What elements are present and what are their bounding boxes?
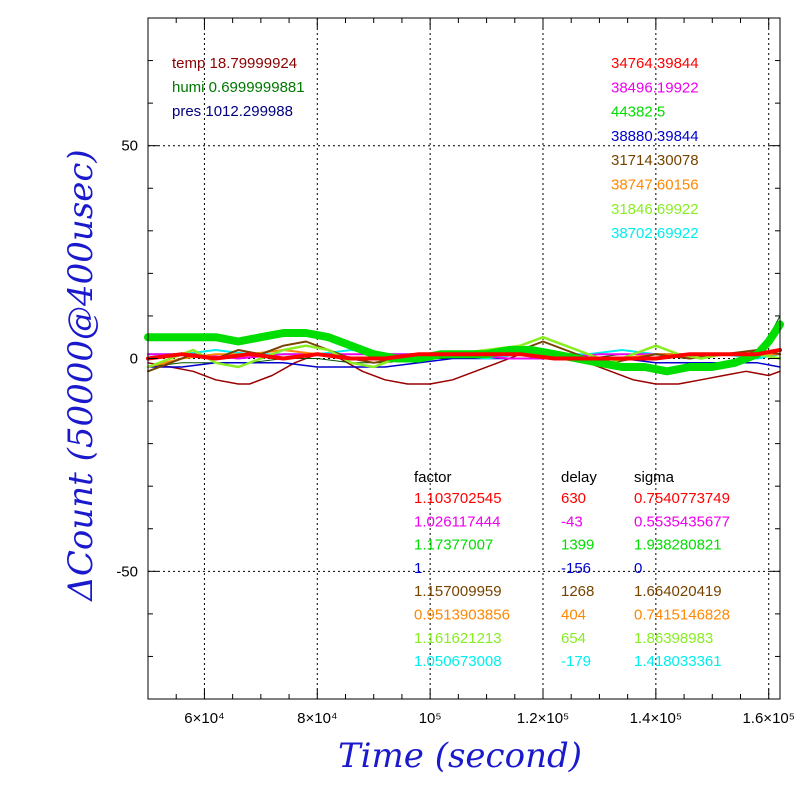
y-tick-label-2: -50 <box>116 563 138 580</box>
env-legend-item-0: temp 18.79999924 <box>172 55 297 72</box>
temp-curve <box>147 349 781 385</box>
series-line-3 <box>147 357 781 368</box>
table-delay-3: -156 <box>561 560 591 577</box>
env-legend: temp 18.79999924 humi 0.6999999881 pres 10… <box>172 55 305 120</box>
table-sigma-2: 1.938280821 <box>634 537 722 554</box>
table-delay-4: 1268 <box>561 583 594 600</box>
x-tick-label-2: 10⁵ <box>419 710 442 727</box>
table-factor-1: 1.026117444 <box>414 513 500 530</box>
table-sigma-4: 1.664020419 <box>634 583 722 600</box>
table-delay-0: 630 <box>561 490 586 507</box>
env-legend-item-2: pres 1012.299988 <box>172 103 293 120</box>
y-tick-label-0: 50 <box>121 138 138 155</box>
table-sigma-0: 0.7540773749 <box>634 490 730 507</box>
series-mean-4: 31714.30078 <box>611 152 699 169</box>
table-factor-6: 1.161621213 <box>414 630 502 647</box>
table-delay-6: 654 <box>561 630 586 647</box>
series-mean-7: 38702.69922 <box>611 225 699 242</box>
axis-ticks: 6×10⁴ 8×10⁴ 10⁵ 1.2×10⁵ 1.4×10⁵ 1.6×10⁵ 50 0 -50 <box>116 18 795 727</box>
table-sigma-7: 1.418033361 <box>634 653 722 670</box>
x-tick-label-5: 1.6×10⁵ <box>742 710 795 727</box>
y-tick-label-1: 0 <box>130 351 138 368</box>
table-factor-2: 1.17377007 <box>414 537 493 554</box>
means-legend: 34764.39844 38496.19922 44382.5 38880.39844… <box>611 55 699 242</box>
table-delay-5: 404 <box>561 607 586 624</box>
series-mean-6: 31846.69922 <box>611 201 699 218</box>
table-sigma-5: 0.7415146828 <box>634 607 730 624</box>
table-factor-0: 1.103702545 <box>414 490 502 507</box>
table-delay-1: -43 <box>561 513 583 530</box>
x-tick-label-0: 6×10⁴ <box>184 710 224 727</box>
table-factor-3: 1 <box>414 560 422 577</box>
x-tick-label-4: 1.4×10⁵ <box>630 710 683 727</box>
x-tick-label-3: 1.2×10⁵ <box>517 710 570 727</box>
series-mean-2: 44382.5 <box>611 104 665 121</box>
table-sigma-3: 0 <box>634 560 642 577</box>
series-mean-1: 38496.19922 <box>611 79 699 96</box>
stats-table: factor delay sigma 1.103702545 630 0.75407… <box>414 469 730 670</box>
series-mean-3: 38880.39844 <box>611 128 699 145</box>
table-header-delay: delay <box>561 469 597 486</box>
table-factor-5: 0.9513903856 <box>414 607 510 624</box>
series-line-0 <box>146 348 782 361</box>
table-delay-2: 1399 <box>561 537 594 554</box>
env-legend-item-1: humi 0.6999999881 <box>172 79 305 96</box>
series-mean-5: 38747.60156 <box>611 177 699 194</box>
y-axis-title: ΔCount (50000@400usec) <box>61 149 101 602</box>
series-mean-0: 34764.39844 <box>611 55 699 72</box>
table-sigma-1: 0.5535435677 <box>634 513 730 530</box>
table-delay-7: -179 <box>561 653 591 670</box>
x-axis-title: Time (second) <box>338 736 582 776</box>
table-factor-7: 1.050673008 <box>414 653 502 670</box>
table-sigma-6: 1.86398983 <box>634 630 713 647</box>
table-header-factor: factor <box>414 469 452 486</box>
x-tick-label-1: 8×10⁴ <box>297 710 337 727</box>
table-header-sigma: sigma <box>634 469 675 486</box>
plot-curves <box>144 315 784 385</box>
table-factor-4: 1.157009959 <box>414 583 502 600</box>
